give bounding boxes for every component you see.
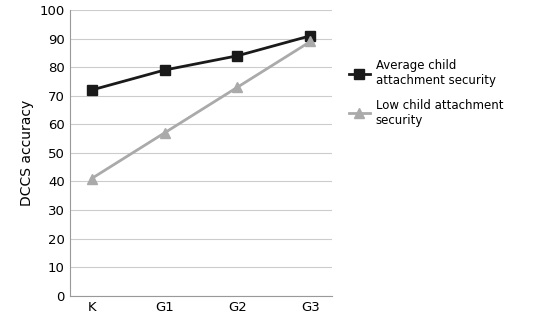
Line: Low child attachment
security: Low child attachment security [87,37,315,183]
Average child
attachment security [161,68,168,72]
Line: Average child
attachment security: Average child attachment security [87,31,315,95]
Low child attachment
security [88,177,95,181]
Average child
attachment security [307,34,314,38]
Average child
attachment security [88,88,95,92]
Y-axis label: DCCS accuracy: DCCS accuracy [20,100,34,206]
Average child
attachment security [234,54,241,58]
Legend: Average child
attachment security, Low child attachment
security: Average child attachment security, Low c… [349,59,503,127]
Low child attachment
security [307,39,314,43]
Low child attachment
security [234,85,241,89]
Low child attachment
security [161,131,168,135]
